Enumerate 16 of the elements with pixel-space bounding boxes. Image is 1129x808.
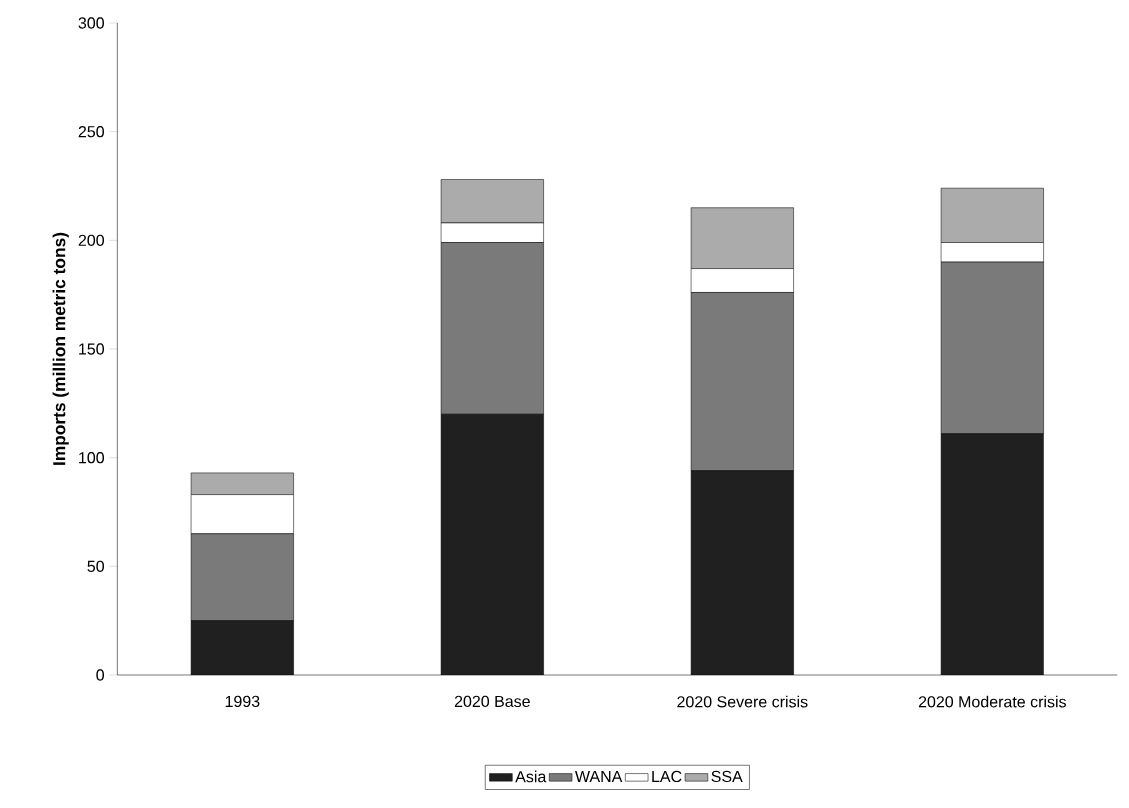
y-tick-label: 50 xyxy=(87,560,104,572)
x-tick-label: 1993 xyxy=(225,695,260,708)
legend-label: WANA xyxy=(575,770,623,782)
y-tick-label: 0 xyxy=(96,669,104,681)
y-tick-label: 200 xyxy=(78,234,104,246)
legend-label: LAC xyxy=(652,770,682,783)
x-tick-label: 2020 Severe crisis xyxy=(677,695,808,708)
x-tick-label: 2020 Base xyxy=(454,695,530,708)
legend-label: Asia xyxy=(515,770,547,783)
y-tick-label: 300 xyxy=(78,17,104,29)
legend-label: SSA xyxy=(711,770,743,783)
y-tick-label: 250 xyxy=(78,126,104,138)
x-tick-label: 2020 Moderate crisis xyxy=(918,695,1066,708)
y-tick-label: 150 xyxy=(79,343,104,355)
y-tick-label: 100 xyxy=(79,452,104,464)
y-axis-title: Imports (million metric tons) xyxy=(52,232,69,465)
